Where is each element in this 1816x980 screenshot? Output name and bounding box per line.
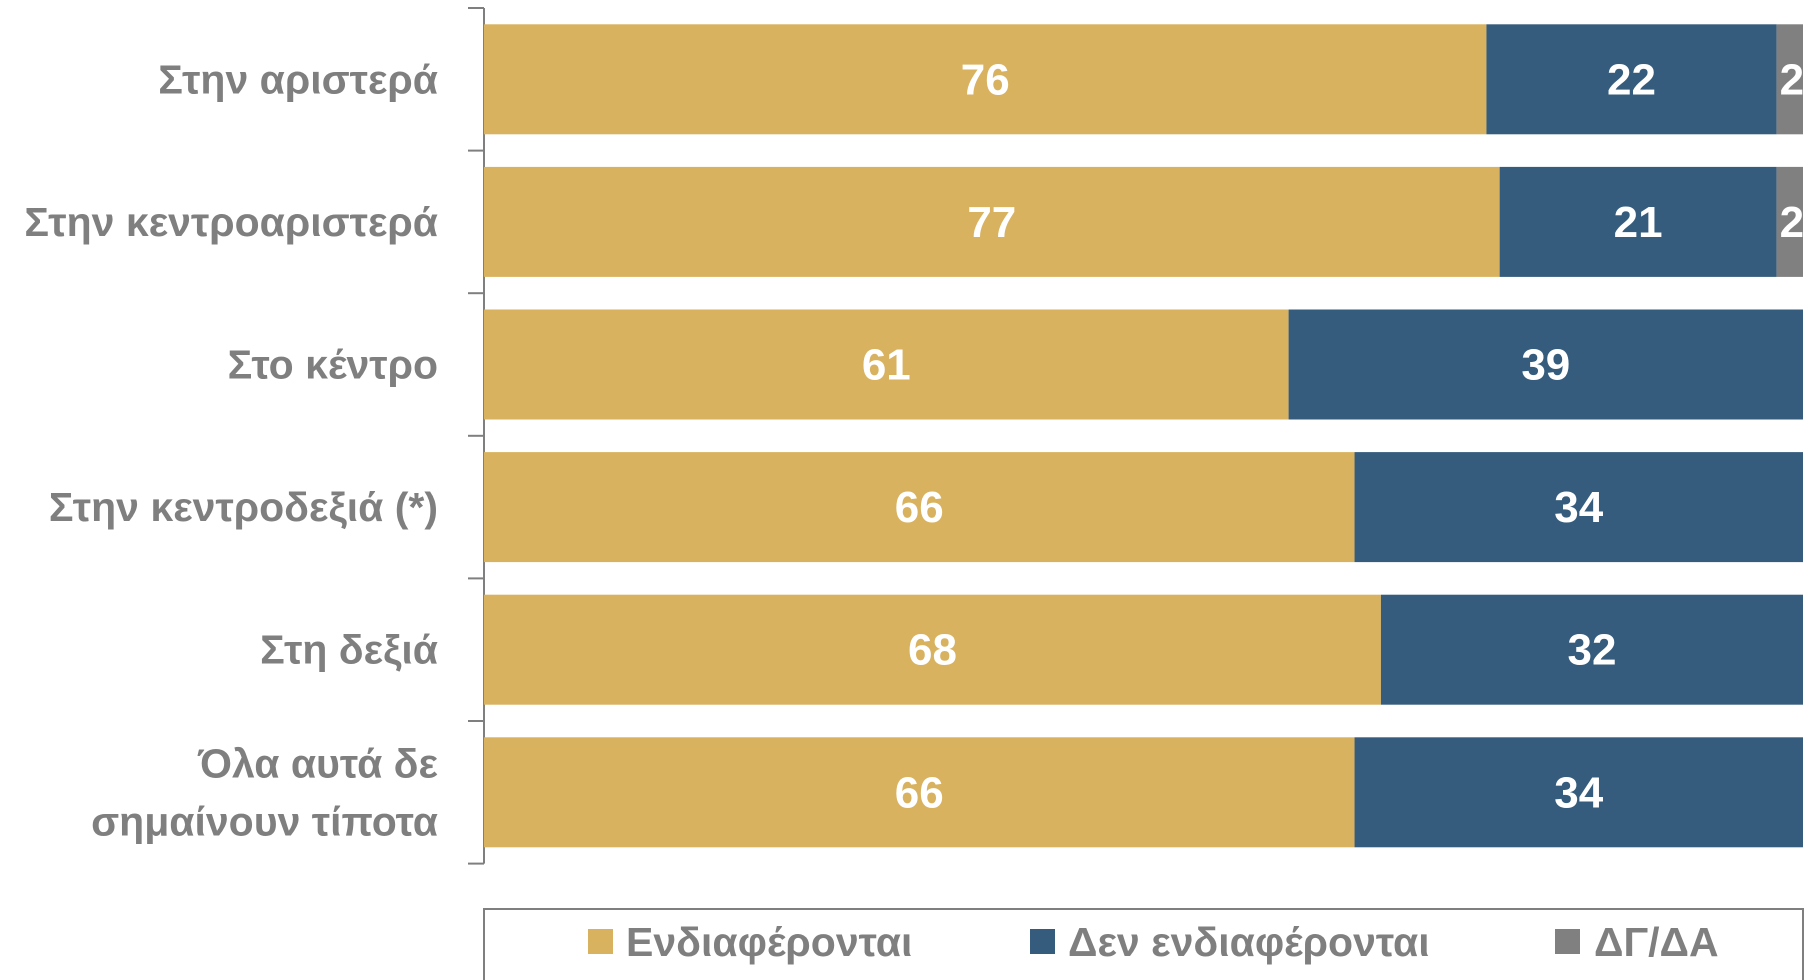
legend-label: Δεν ενδιαφέρονται	[1068, 919, 1430, 965]
data-label: 2	[1780, 198, 1804, 247]
bar-segment	[484, 452, 1355, 563]
data-label: 0	[1806, 483, 1816, 532]
bar-segment	[1354, 452, 1803, 563]
bar-segment	[1499, 166, 1777, 277]
data-label: 2	[1780, 55, 1804, 104]
bar-segment	[484, 594, 1381, 705]
bar-segment	[484, 24, 1487, 135]
bar-segment	[484, 166, 1500, 277]
bar-segment	[1776, 166, 1803, 277]
category-label: Στην κεντροαριστερά	[24, 199, 438, 245]
legend: Ενδιαφέρονται Δεν ενδιαφέρονται ΔΓ/ΔΑ	[483, 908, 1804, 980]
data-label: 76	[961, 55, 1010, 104]
data-label: 77	[967, 198, 1016, 247]
category-label: Όλα αυτά δε σημαίνουν τίποτα	[91, 740, 438, 844]
bar-segment	[1776, 24, 1803, 135]
bar-segment	[484, 309, 1289, 420]
data-label: 0	[1806, 768, 1816, 817]
legend-swatch	[588, 929, 613, 954]
legend-swatch	[1030, 929, 1055, 954]
data-label: 0	[1806, 626, 1816, 675]
data-label: 66	[895, 483, 944, 532]
data-label: 32	[1567, 626, 1616, 675]
bar-segment	[484, 737, 1355, 848]
category-label: Στη δεξιά	[260, 627, 438, 673]
data-label: 22	[1607, 55, 1656, 104]
category-label: Στην αριστερά	[158, 56, 438, 102]
data-label: 68	[908, 626, 957, 675]
category-label: Στην κεντροδεξιά (*)	[49, 484, 438, 530]
data-label: 21	[1614, 198, 1663, 247]
data-label: 39	[1521, 341, 1570, 390]
data-label: 34	[1554, 768, 1603, 817]
legend-label: ΔΓ/ΔΑ	[1594, 919, 1719, 965]
legend-box	[483, 908, 1804, 980]
category-label: Στο κέντρο	[228, 342, 438, 388]
data-label: 66	[895, 768, 944, 817]
bar-segment	[1486, 24, 1777, 135]
bar-segment	[1380, 594, 1803, 705]
legend-label: Ενδιαφέρονται	[626, 919, 912, 965]
data-label: 34	[1554, 483, 1603, 532]
axis-layer	[468, 7, 485, 865]
data-label: 0	[1806, 341, 1816, 390]
data-label: 61	[862, 341, 911, 390]
bar-segment	[1288, 309, 1803, 420]
legend-swatch	[1555, 929, 1580, 954]
bars-layer	[484, 24, 1803, 848]
bar-segment	[1354, 737, 1803, 848]
